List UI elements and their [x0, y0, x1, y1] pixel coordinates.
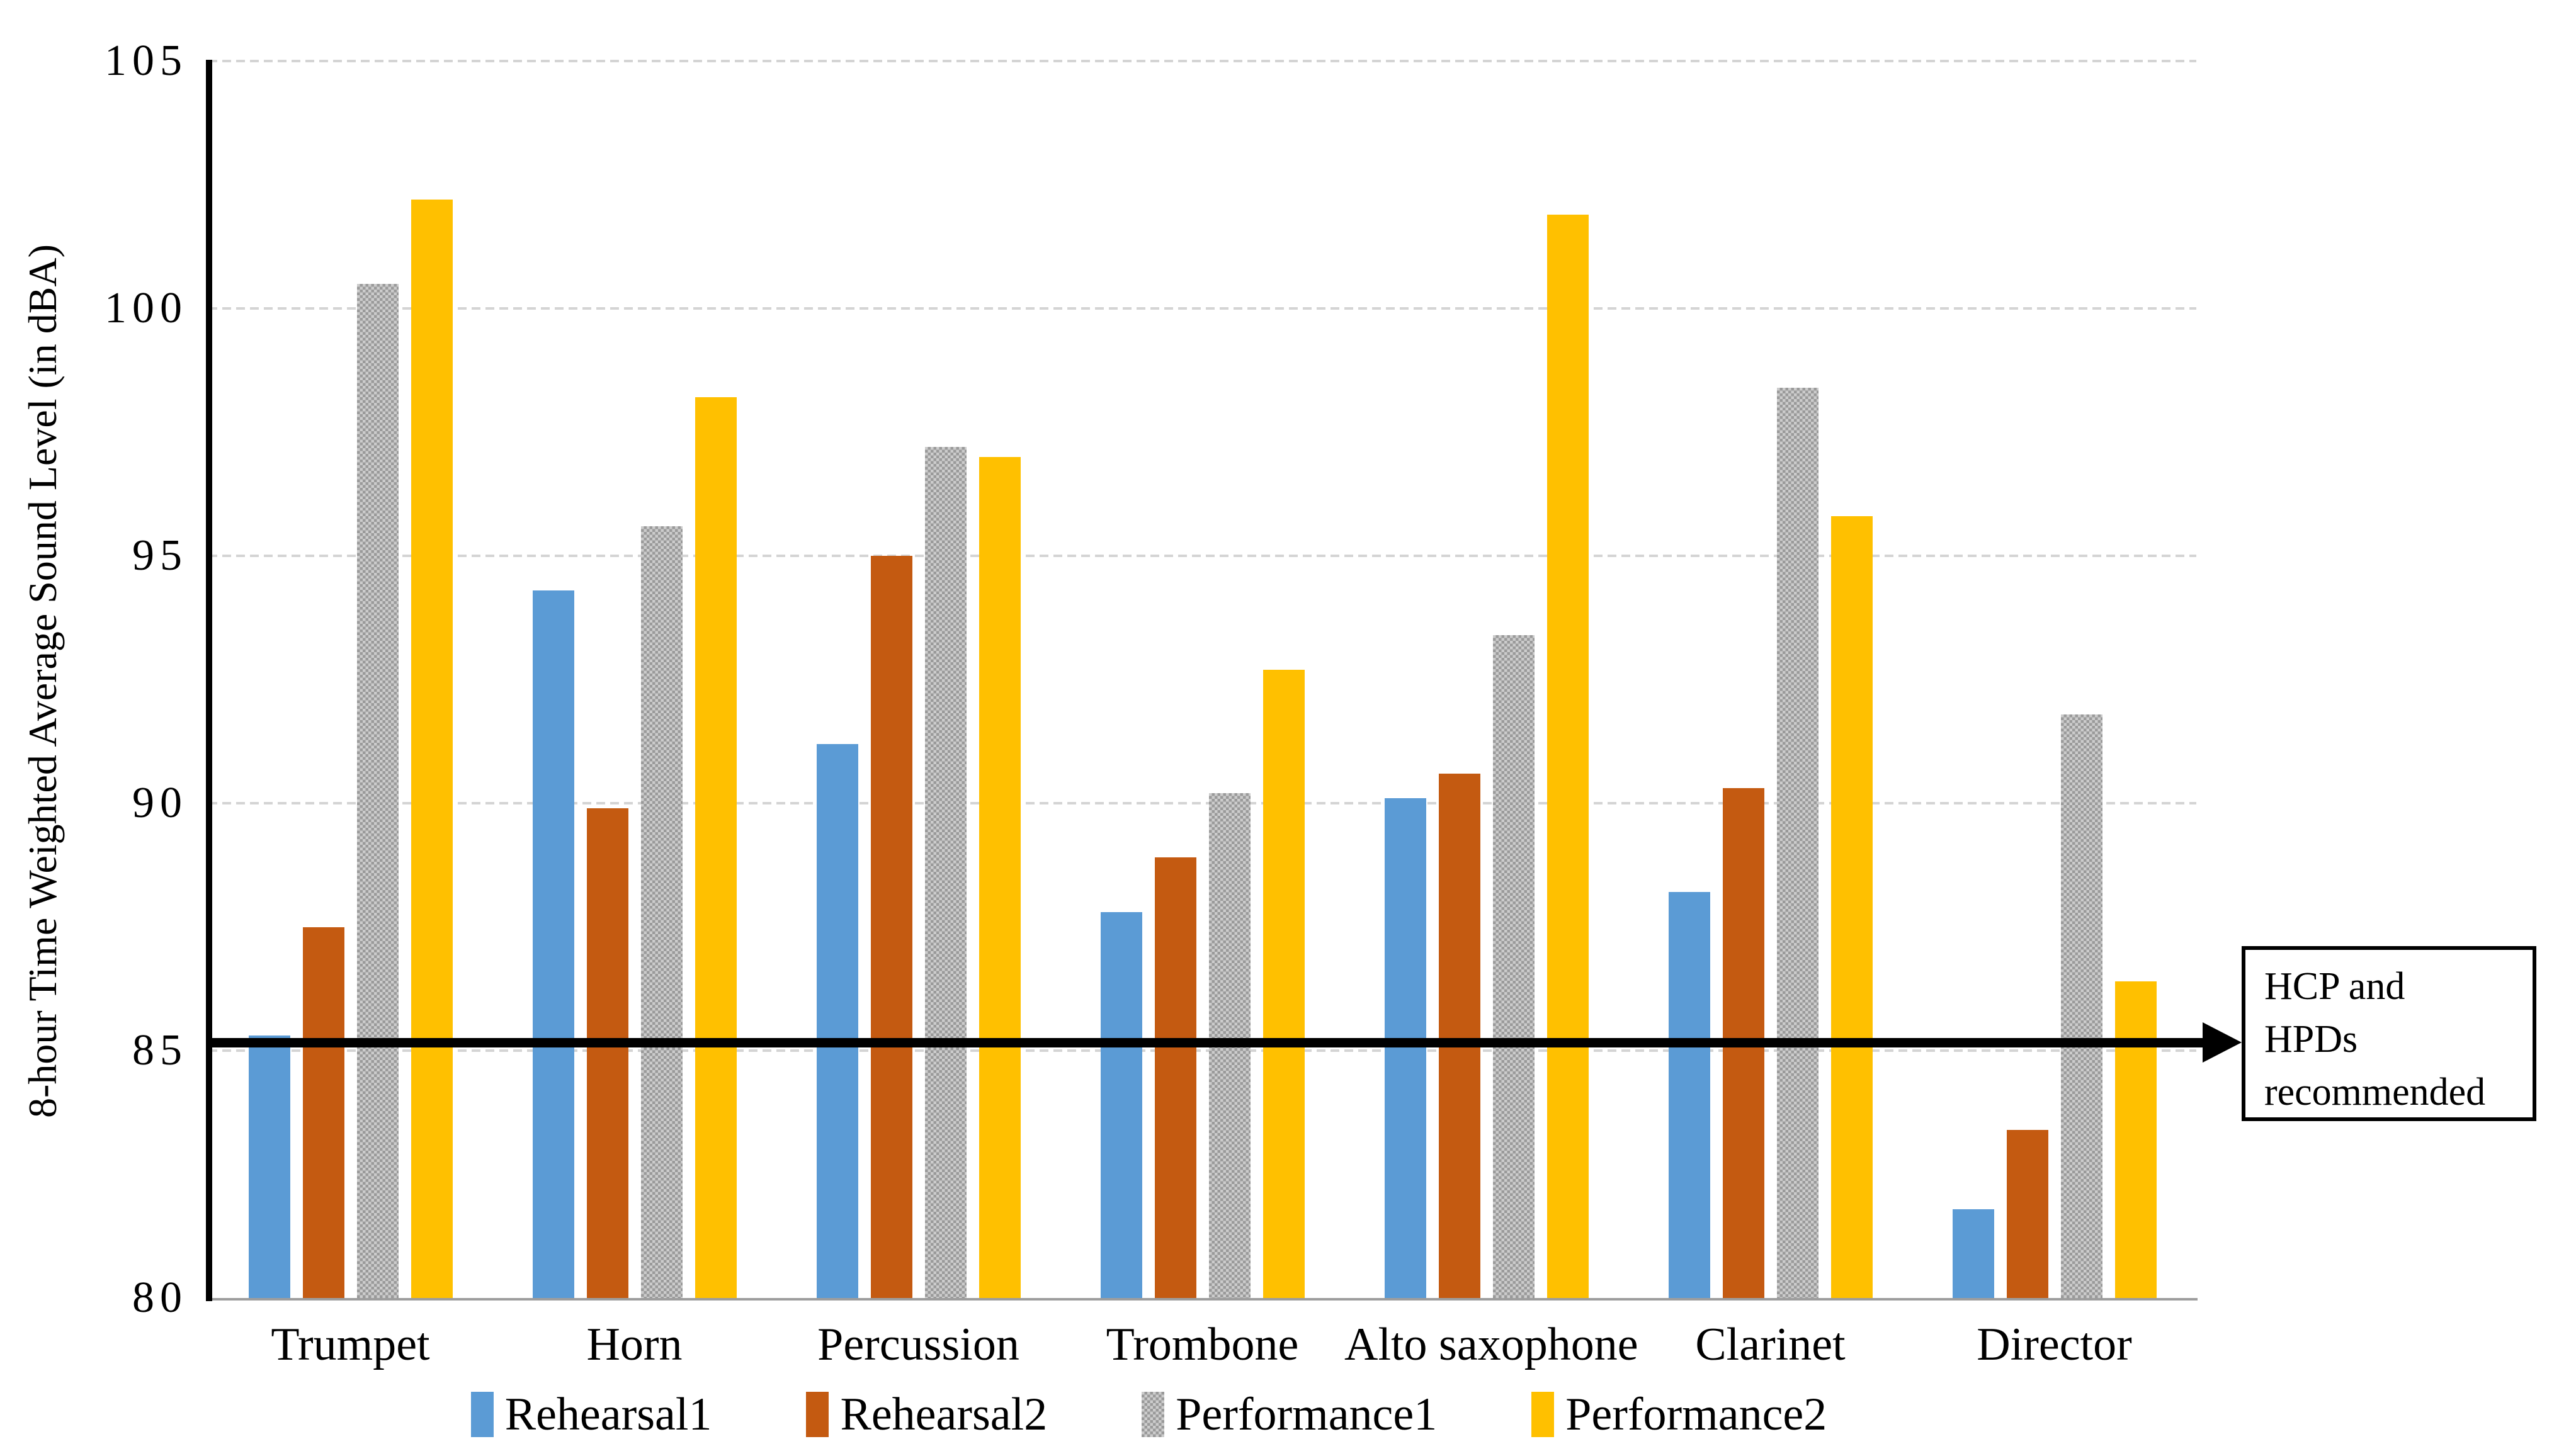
legend-swatch-performance2-icon: [1531, 1392, 1555, 1437]
y-tick-label-90: 90: [132, 779, 188, 827]
bar-performance2-trumpet: [411, 200, 453, 1298]
y-tick-label-105: 105: [105, 37, 188, 85]
bar-performance2-director: [2114, 981, 2157, 1298]
legend-swatch-rehearsal1-icon: [470, 1392, 494, 1437]
gridline-100: [208, 307, 2196, 310]
y-axis-title: 8-hour Time Weighted Average Sound Level…: [20, 244, 65, 1118]
legend-item-performance2: Performance2: [1531, 1388, 1827, 1442]
gridline-105: [208, 60, 2196, 62]
legend-swatch-performance1-icon: [1142, 1392, 1165, 1437]
x-category-label-director: Director: [1977, 1319, 2132, 1370]
gridline-95: [208, 555, 2196, 557]
annotation-line-1: HCP and: [2264, 965, 2405, 1008]
threshold-arrowhead-icon: [2203, 1022, 2242, 1063]
bar-performance2-trombone: [1262, 669, 1305, 1298]
legend-item-rehearsal1: Rehearsal1: [470, 1388, 712, 1442]
y-tick-label-95: 95: [132, 531, 188, 580]
annotation-line-2: HPDs: [2264, 1018, 2358, 1061]
bar-rehearsal1-trombone: [1100, 911, 1142, 1298]
legend-swatch-rehearsal2-icon: [806, 1392, 829, 1437]
y-tick-label-100: 100: [105, 284, 188, 332]
annotation-box: HCP and HPDs recommended: [2242, 946, 2536, 1121]
legend-label-performance1: Performance1: [1176, 1388, 1438, 1440]
x-category-label-trombone: Trombone: [1106, 1319, 1299, 1370]
x-category-label-alto-saxophone: Alto saxophone: [1344, 1319, 1638, 1370]
bar-rehearsal2-director: [2006, 1129, 2048, 1298]
bar-rehearsal2-trumpet: [302, 927, 344, 1298]
bar-performance1-clarinet: [1776, 387, 1819, 1298]
y-tick-label-80: 80: [132, 1273, 188, 1322]
annotation-line-3: recommended: [2264, 1071, 2486, 1114]
y-tick-label-85: 85: [132, 1026, 188, 1075]
legend: Rehearsal1 Rehearsal2 Performance1 Performa…: [155, 1380, 2143, 1449]
bar-performance1-director: [2060, 714, 2102, 1298]
legend-item-rehearsal2: Rehearsal2: [806, 1388, 1047, 1442]
threshold-line-85dba: [208, 1038, 2204, 1047]
gridline-85: [208, 1049, 2196, 1052]
y-axis-line: [206, 60, 212, 1301]
bar-rehearsal2-alto-saxophone: [1438, 773, 1480, 1298]
bar-performance2-horn: [695, 397, 737, 1298]
bar-rehearsal1-percussion: [816, 743, 858, 1298]
x-category-label-trumpet: Trumpet: [271, 1319, 430, 1370]
bar-rehearsal1-alto-saxophone: [1384, 798, 1426, 1298]
legend-label-performance2: Performance2: [1565, 1388, 1827, 1440]
x-category-label-percussion: Percussion: [817, 1319, 1019, 1370]
bar-rehearsal1-horn: [532, 590, 574, 1298]
x-category-label-clarinet: Clarinet: [1695, 1319, 1846, 1370]
bar-performance2-percussion: [979, 456, 1021, 1298]
bar-rehearsal1-director: [1952, 1209, 1994, 1298]
legend-item-performance1: Performance1: [1142, 1388, 1437, 1442]
bar-performance1-percussion: [924, 447, 967, 1298]
bar-rehearsal1-clarinet: [1668, 892, 1710, 1298]
gridline-90: [208, 802, 2196, 804]
bar-performance2-alto-saxophone: [1546, 214, 1589, 1298]
legend-label-rehearsal2: Rehearsal2: [840, 1388, 1048, 1440]
bar-performance1-alto-saxophone: [1492, 635, 1535, 1298]
bar-rehearsal2-percussion: [870, 556, 912, 1298]
bar-performance1-horn: [640, 526, 683, 1298]
bar-performance1-trumpet: [356, 283, 399, 1298]
bar-rehearsal2-horn: [586, 808, 628, 1298]
bar-rehearsal2-trombone: [1154, 857, 1196, 1298]
x-category-label-horn: Horn: [586, 1319, 683, 1370]
x-axis-line: [206, 1298, 2198, 1301]
bar-performance2-clarinet: [1830, 516, 1873, 1298]
bar-rehearsal1-trumpet: [248, 1036, 290, 1298]
legend-label-rehearsal1: Rehearsal1: [504, 1388, 712, 1440]
